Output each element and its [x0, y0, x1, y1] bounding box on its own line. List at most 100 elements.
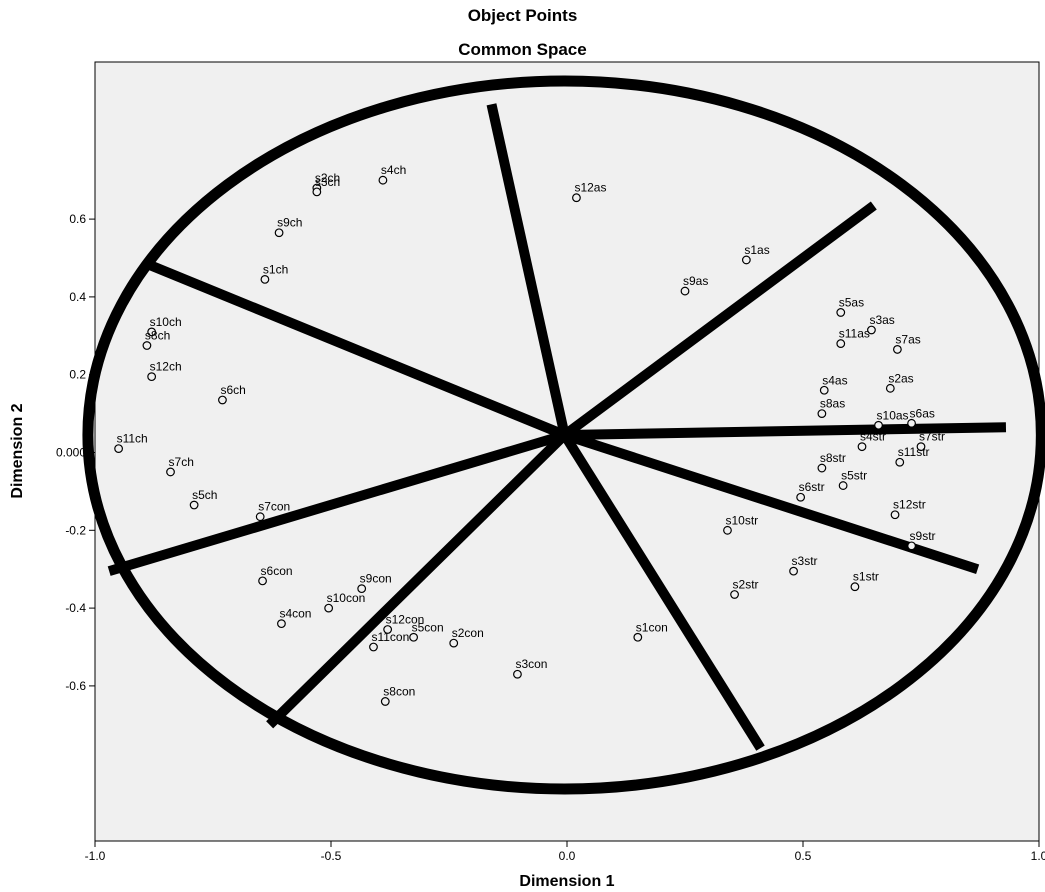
point-marker: [867, 325, 876, 335]
x-tick-label: -1.0: [85, 849, 106, 863]
y-tick-label: 0.4: [69, 290, 86, 304]
point-label: s4as: [822, 373, 847, 387]
point-marker: [357, 584, 367, 594]
point-label: s5ch: [192, 488, 217, 502]
x-tick-label: 1.0: [1031, 849, 1045, 863]
point-label: s2con: [452, 626, 484, 640]
point-marker: [142, 341, 152, 350]
divider-line: [561, 201, 877, 440]
divider-line: [560, 432, 765, 751]
x-axis-label: Dimension 1: [519, 873, 615, 890]
point-marker: [680, 286, 690, 296]
divider-line: [145, 259, 567, 440]
point-label: s3as: [869, 313, 894, 327]
point-marker: [916, 442, 926, 452]
point-label: s10con: [327, 591, 366, 605]
point-label: s5con: [412, 620, 444, 634]
point-label: s12str: [893, 498, 926, 512]
point-marker: [836, 308, 846, 317]
point-marker: [796, 492, 806, 502]
point-marker: [789, 566, 798, 576]
point-label: s3ch: [315, 175, 340, 189]
point-marker: [890, 510, 900, 520]
point-marker: [369, 642, 378, 652]
point-label: s5str: [841, 469, 867, 483]
y-axis-label: Dimension 2: [9, 403, 26, 499]
y-tick-label: 0.000: [56, 446, 86, 460]
point-marker: [166, 467, 175, 477]
point-marker: [850, 582, 860, 592]
point-marker: [874, 420, 883, 430]
point-label: s12con: [386, 612, 425, 626]
point-label: s10str: [725, 513, 758, 527]
point-marker: [255, 512, 265, 522]
x-tick-label: -0.5: [321, 849, 342, 863]
x-tick-label: 0.0: [559, 849, 576, 863]
point-marker: [383, 625, 393, 634]
point-label: s1ch: [263, 262, 288, 276]
point-marker: [147, 327, 157, 337]
point-label: s3str: [792, 554, 818, 568]
divider-line: [486, 103, 570, 437]
point-label: s8str: [820, 451, 846, 465]
point-label: s4str: [860, 430, 886, 444]
point-marker: [189, 500, 199, 510]
chart-subtitle: Common Space: [458, 40, 587, 59]
divider-line: [266, 431, 569, 729]
point-label: s11con: [371, 630, 409, 644]
point-marker: [838, 481, 848, 490]
point-label: s12as: [574, 181, 606, 195]
point-marker: [907, 541, 916, 551]
point-label: s8ch: [145, 329, 170, 343]
point-marker: [274, 228, 284, 238]
point-marker: [893, 345, 902, 354]
point-label: s10ch: [150, 315, 182, 329]
point-label: s2str: [733, 577, 759, 591]
point-label: s4ch: [381, 163, 406, 177]
point-marker: [324, 603, 334, 613]
point-marker: [277, 619, 286, 629]
point-label: s5as: [839, 295, 864, 309]
point-label: s9str: [910, 529, 936, 543]
point-label: s1as: [744, 243, 769, 257]
point-label: s9as: [683, 274, 708, 288]
point-marker: [380, 697, 390, 706]
point-label: s10as: [877, 408, 909, 422]
point-marker: [572, 193, 581, 203]
point-marker: [895, 457, 905, 467]
point-marker: [260, 274, 270, 284]
point-label: s7as: [895, 332, 920, 346]
point-marker: [633, 632, 643, 642]
point-label: s2as: [888, 371, 913, 385]
point-marker: [817, 409, 827, 419]
point-label: s1str: [853, 570, 879, 584]
point-marker: [817, 463, 827, 473]
annotation-ellipse: [82, 75, 1045, 795]
point-marker: [730, 590, 739, 599]
point-marker: [741, 255, 751, 265]
divider-line: [564, 422, 1007, 440]
y-tick-label: -0.2: [65, 523, 86, 537]
point-marker: [836, 339, 846, 348]
point-label: s6con: [261, 564, 293, 578]
point-label: s6str: [799, 480, 825, 494]
point-label: s11ch: [117, 432, 148, 446]
point-label: s11str: [898, 445, 930, 459]
point-label: s3con: [515, 657, 547, 671]
y-tick-label: 0.6: [69, 212, 86, 226]
point-label: s7str: [919, 430, 945, 444]
x-tick-label: 0.5: [795, 849, 812, 863]
axes: -1.0 -0.5 0.0 0.5 1.0 0.6 0.4 0.2 0.000 -0.2 -0.4 -…: [56, 212, 1045, 863]
divider-line: [107, 430, 567, 576]
point-marker: [513, 669, 522, 679]
point-label: s9ch: [277, 216, 302, 230]
point-marker: [147, 372, 157, 382]
point-label: s9con: [360, 572, 392, 586]
point-marker: [218, 395, 227, 405]
point-label: s8con: [383, 684, 415, 698]
point-label: s8as: [820, 397, 845, 411]
point-marker: [409, 632, 419, 642]
point-marker: [449, 638, 459, 648]
point-label: s4con: [279, 607, 311, 621]
